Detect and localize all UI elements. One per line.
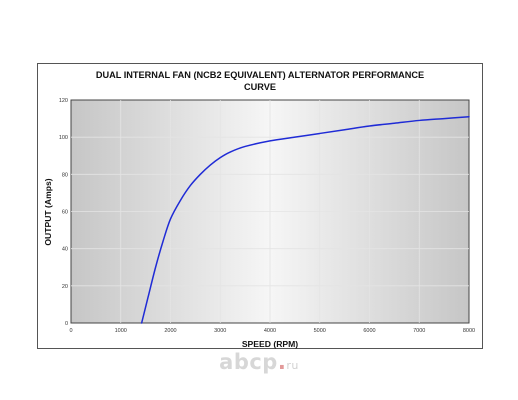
watermark-brand: abcp [219, 350, 278, 374]
y-tick-label: 60 [62, 210, 68, 216]
watermark-dot: . [277, 350, 287, 374]
y-axis-label: OUTPUT (Amps) [43, 178, 53, 245]
x-tick-label: 2000 [164, 328, 176, 334]
x-tick-label: 4000 [264, 328, 276, 334]
x-axis-label: SPEED (RPM) [242, 339, 298, 349]
y-tick-label: 20 [62, 284, 68, 290]
x-tick-label: 3000 [214, 328, 226, 334]
y-tick-label: 40 [62, 247, 68, 253]
x-tick-label: 7000 [413, 328, 425, 334]
y-tick-label: 120 [59, 98, 68, 104]
chart-title-line-2: CURVE [244, 82, 276, 92]
x-tick-label: 6000 [363, 328, 375, 334]
y-tick-label: 0 [65, 321, 68, 327]
x-tick-label: 8000 [463, 328, 475, 334]
chart-title-line-1: DUAL INTERNAL FAN (NCB2 EQUIVALENT) ALTE… [96, 70, 424, 80]
y-tick-label: 80 [62, 172, 68, 178]
output-curve [140, 115, 470, 324]
chart-frame: DUAL INTERNAL FAN (NCB2 EQUIVALENT) ALTE… [37, 63, 483, 349]
watermark-logo: abcp.ru [0, 350, 518, 374]
y-tick-label: 100 [59, 135, 68, 141]
grid-lines [71, 100, 469, 323]
watermark-tld: ru [286, 359, 299, 372]
tick-labels: 0 1000 2000 3000 4000 5000 6000 7000 8000 0 20 40 60… [59, 98, 475, 334]
performance-chart: DUAL INTERNAL FAN (NCB2 EQUIVALENT) ALTE… [43, 70, 475, 349]
x-tick-label: 1000 [115, 328, 127, 334]
x-tick-label: 0 [69, 328, 72, 334]
x-tick-label: 5000 [314, 328, 326, 334]
